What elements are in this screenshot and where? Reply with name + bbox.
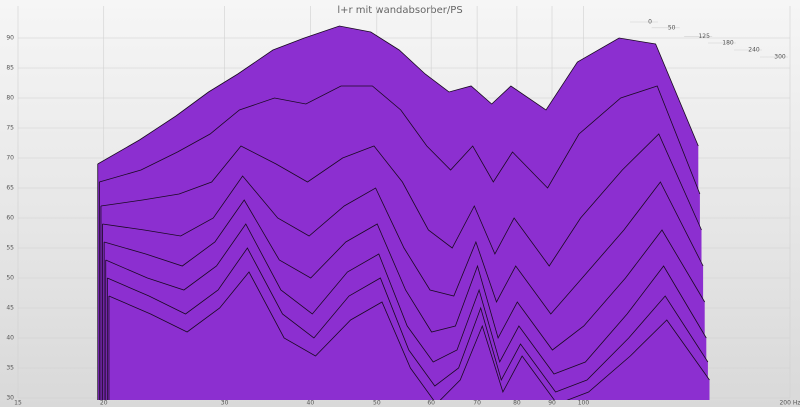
slice-line [103,199,706,351]
x-tick-label: 30 [221,400,229,407]
slice-fill [108,272,710,400]
x-tick-label: 60 [427,400,435,407]
x-tick-label: 90 [548,400,556,407]
y-tick-label: 50 [6,275,14,282]
y-tick-label: 40 [6,335,14,342]
depth-tick-label: 240 [748,47,760,54]
chart-title: l+r mit wandabsorber/PS [337,5,462,16]
x-tick-label: 70 [473,400,481,407]
y-tick-label: 90 [6,35,14,42]
x-tick-label: 80 [513,400,521,407]
slice-line [107,247,709,393]
x-tick-label: 200 Hz [779,400,800,407]
depth-tick-label: 180 [722,40,734,47]
slice-line [105,223,707,375]
x-tick-label: 20 [100,400,108,407]
y-tick-label: 70 [6,155,14,162]
depth-tick-label: 125 [698,33,710,40]
slice-line [102,175,704,315]
y-tick-label: 35 [6,365,14,372]
depth-tick-label: 50 [668,24,676,31]
y-tick-label: 65 [6,185,14,192]
x-tick-label: 50 [373,400,381,407]
depth-tick-label: 300 [774,54,786,61]
y-tick-label: 80 [6,95,14,102]
y-tick-label: 75 [6,125,14,132]
slice-line [99,85,701,195]
slice-line [108,271,710,400]
x-tick-label: 15 [14,400,22,407]
y-tick-label: 45 [6,305,14,312]
y-tick-label: 30 [6,395,14,402]
y-tick-label: 85 [6,65,14,72]
x-tick-label: 100 [578,400,590,407]
plot [97,25,710,400]
x-tick-label: 40 [307,400,315,407]
y-tick-label: 55 [6,245,14,252]
depth-tick-label: 0 [648,19,652,26]
slice-line [97,25,699,165]
slice-line [100,133,702,267]
y-tick-label: 60 [6,215,14,222]
